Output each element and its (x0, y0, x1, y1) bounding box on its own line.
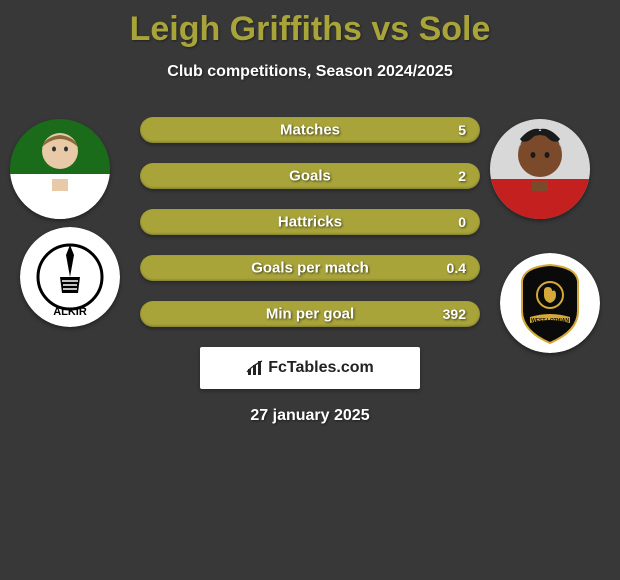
svg-text:ALKIR: ALKIR (53, 306, 87, 318)
subtitle: Club competitions, Season 2024/2025 (0, 63, 620, 81)
stat-bar: Hattricks 0 (140, 209, 480, 235)
player-right-club-badge: WEST LOTHIAN (500, 253, 600, 353)
player-left-avatar (10, 119, 110, 219)
stat-label: Hattricks (278, 214, 342, 231)
stat-bars: Matches 5 Goals 2 Hattricks 0 Goals per … (140, 117, 480, 327)
stat-value: 392 (443, 306, 466, 322)
svg-text:WEST LOTHIAN: WEST LOTHIAN (531, 318, 569, 324)
stat-value: 0.4 (447, 260, 466, 276)
stats-section: ALKIR (0, 117, 620, 327)
chart-icon (246, 359, 264, 377)
stat-label: Matches (280, 122, 340, 139)
stat-bar: Goals 2 (140, 163, 480, 189)
player-left-club-badge: ALKIR (20, 227, 120, 327)
stat-bar: Min per goal 392 (140, 301, 480, 327)
stat-value: 0 (458, 214, 466, 230)
page-title: Leigh Griffiths vs Sole (0, 0, 620, 49)
player-right-avatar (490, 119, 590, 219)
brand-logo-box[interactable]: FcTables.com (200, 347, 420, 389)
stat-label: Goals (289, 168, 331, 185)
stat-value: 2 (458, 168, 466, 184)
brand-name: FcTables.com (268, 359, 374, 377)
stat-bar: Matches 5 (140, 117, 480, 143)
stat-label: Goals per match (251, 260, 369, 277)
stat-label: Min per goal (266, 306, 354, 323)
date-text: 27 january 2025 (0, 407, 620, 425)
stat-value: 5 (458, 122, 466, 138)
stat-bar: Goals per match 0.4 (140, 255, 480, 281)
